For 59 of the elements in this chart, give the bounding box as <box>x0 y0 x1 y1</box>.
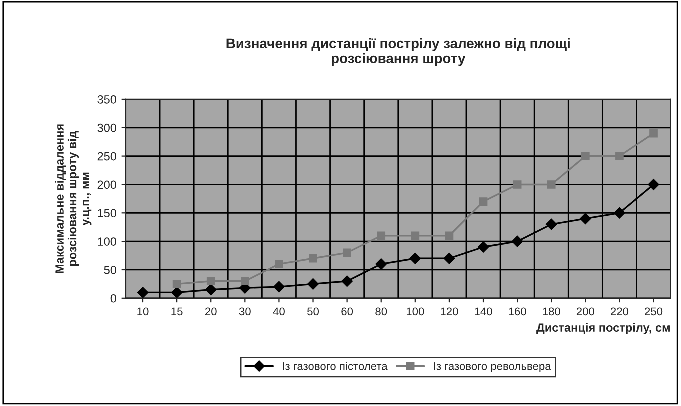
x-tick-label: 10 <box>138 308 149 316</box>
point <box>274 281 285 293</box>
y-tick-label: 200 <box>98 180 116 190</box>
point <box>308 278 319 290</box>
x-tick-label: 220 <box>611 308 629 316</box>
point <box>445 232 454 240</box>
x-axis-title: Дистанція пострілу, см <box>536 323 670 334</box>
point <box>546 218 558 230</box>
point <box>580 213 592 224</box>
x-tick-label: 250 <box>645 308 663 316</box>
point <box>650 129 658 138</box>
x-tick-label: 15 <box>172 308 183 316</box>
x-tick-label: 40 <box>273 308 285 316</box>
point <box>616 152 624 160</box>
point <box>343 248 352 258</box>
point <box>648 179 660 190</box>
y-tick-label: 300 <box>98 124 116 132</box>
x-tick-label: 80 <box>376 308 388 316</box>
x-tick-label: 140 <box>475 308 492 316</box>
point <box>137 287 149 298</box>
chart-title: Визначення дистанції пострілу залежно від площі розсіювання шроту <box>226 38 570 66</box>
x-tick-label: 160 <box>509 308 526 316</box>
x-tick-label: 100 <box>406 308 424 316</box>
point <box>444 253 456 264</box>
y-tick-label: 150 <box>98 209 116 218</box>
point <box>478 242 490 253</box>
y-tick-label: 50 <box>104 266 116 274</box>
point <box>411 232 420 240</box>
x-tick-label: 20 <box>205 308 217 316</box>
point <box>376 258 387 270</box>
point <box>206 284 217 296</box>
point <box>342 276 353 287</box>
y-tick-label: 250 <box>98 152 116 161</box>
point <box>377 232 386 240</box>
point <box>275 260 284 268</box>
x-tick-label: 60 <box>342 308 354 316</box>
point <box>614 208 626 219</box>
point <box>309 254 318 263</box>
x-tick-label: 50 <box>308 308 320 316</box>
y-tick-label: 100 <box>98 238 116 246</box>
point <box>171 287 183 298</box>
point <box>512 236 524 248</box>
legend-label: Із газового револьвера <box>434 362 552 372</box>
legend-label: Із газового пістолета <box>283 362 388 370</box>
point <box>410 253 422 264</box>
point <box>206 277 216 286</box>
y-tick-label: 0 <box>110 294 116 303</box>
point <box>513 180 522 189</box>
point <box>479 198 488 206</box>
point <box>172 280 182 288</box>
x-tick-label: 120 <box>441 308 458 316</box>
x-tick-label: 30 <box>239 308 251 316</box>
x-tick-label: 200 <box>576 308 594 316</box>
point <box>547 180 556 189</box>
y-tick-label: 350 <box>98 96 116 104</box>
x-tick-label: 180 <box>543 308 560 316</box>
point <box>581 152 590 160</box>
point <box>240 277 250 286</box>
y-axis-title: Максимальне віддалення розсіювання шроту від у.ц.п., мм <box>55 124 92 274</box>
